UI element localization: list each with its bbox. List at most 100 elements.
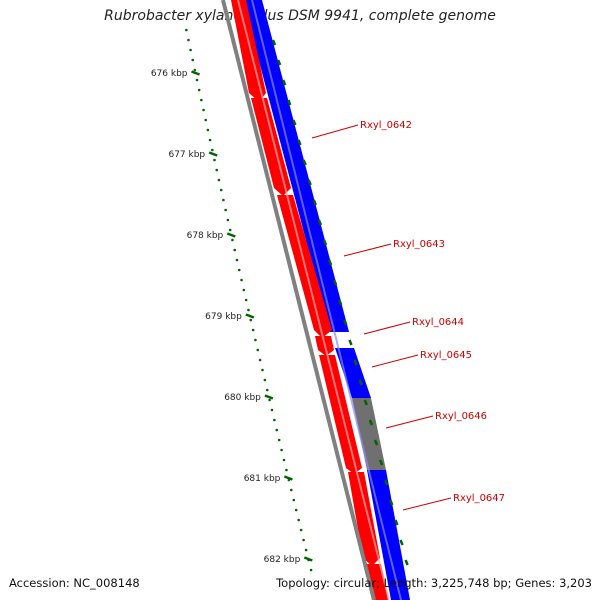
gene-label-connectors: Rxyl_0642 Rxyl_0643 Rxyl_0644 Rxyl_0645 Rxyl… [311,120,505,511]
ruler-dot [189,48,192,52]
ruler-dot [282,458,286,462]
outer-track-mark [378,459,384,466]
ruler-dot [280,448,283,452]
outer-track-mark [404,559,409,566]
ruler-dot [249,318,253,322]
outer-track-mark [327,259,333,266]
ruler-dot [215,168,219,172]
ruler-dot [193,68,197,72]
reverse-strand-gene[interactable] [243,0,349,332]
outer-track-mark [282,79,287,86]
ruler-dot [204,118,208,122]
outer-track-mark [302,159,307,166]
ruler-dot [210,148,214,152]
ruler-tick-label: 680 kbp [224,393,261,403]
gene-label[interactable]: Rxyl_0642 [360,120,412,131]
ruler-tick [245,313,255,319]
ruler-tick-label: 676 kbp [151,69,188,79]
ruler-dot [197,88,201,92]
accession-label: Accession: NC_008148 [9,576,140,590]
ruler-dot [270,408,274,412]
ruler-dot [233,248,236,252]
gene-label[interactable]: Rxyl_0645 [420,350,472,361]
ruler-dot [231,238,234,242]
gene-leader-line [311,124,359,139]
ruler-dot [235,258,239,262]
ruler-dot [261,368,264,372]
ruler-tick [283,475,293,481]
ruler-tick-label: 678 kbp [187,231,224,241]
outer-track-mark [358,379,363,386]
ruler-dot [309,568,313,572]
forward-strand-gene[interactable] [319,355,362,474]
ruler-dot [237,268,241,272]
outer-track-mark [343,319,348,326]
ruler-dot [302,538,305,542]
ruler-dot [294,508,298,512]
ruler-dot [206,128,210,132]
ruler-dot [247,308,250,312]
gene-label[interactable]: Rxyl_0644 [412,317,464,328]
outer-track-mark [373,439,379,446]
outer-track-mark [333,279,338,286]
outer-track-mark [292,119,297,126]
ruler-dot [275,428,279,432]
ruler-dot [187,38,190,42]
ruler-dot [217,178,221,182]
outer-track-mark [394,519,399,526]
feature-track-group [231,0,410,600]
reverse-strand-gene[interactable] [335,348,371,398]
ruler-dot [254,338,257,342]
ruler-tick-label: 682 kbp [264,555,301,565]
ruler-dot [244,298,248,302]
outer-track-mark [399,539,404,546]
ruler-dot [240,278,243,282]
ruler-dot [277,438,281,442]
outer-track-mark [271,39,277,46]
ruler-dot [195,78,199,82]
ruler-dot [268,398,271,402]
ruler-dot [263,378,267,382]
outer-track-mark [384,479,389,486]
ruler-dot [258,358,262,362]
gene-leader-line [343,243,392,257]
outer-track-mark [276,59,282,66]
ruler-tick-label: 677 kbp [168,150,205,160]
ruler-dot [299,528,303,532]
ruler-tick [226,232,236,238]
ruler-tick-label: 681 kbp [244,474,281,484]
outer-track-mark [317,219,323,226]
outer-track-mark [348,339,353,346]
ruler-dot [200,98,203,102]
gene-label[interactable]: Rxyl_0646 [435,411,487,422]
gene-leader-line [385,415,434,429]
other-feature[interactable] [352,398,386,470]
forward-strand-highlight [237,0,390,600]
ruler-dot [256,348,260,352]
ruler-dot [226,218,230,222]
ruler-tick-label: 679 kbp [205,312,242,322]
gene-leader-line [371,354,419,368]
gene-label[interactable]: Rxyl_0643 [393,239,445,250]
ruler-dot [285,468,288,472]
ruler-dot [224,208,227,212]
ruler-dot [292,498,296,502]
ruler-tick [208,151,218,157]
ruler-dot [202,108,205,112]
gene-label[interactable]: Rxyl_0647 [453,493,505,504]
ruler-track: 676 kbp 677 kbp 678 kbp 679 kbp 680 kbp 681 k… [151,28,409,572]
outer-track-mark [363,399,368,406]
ruler-dot [228,228,232,232]
outer-track-mark [338,299,343,306]
gene-leader-line [363,321,411,335]
ruler-dot [222,198,225,202]
forward-strand-gene[interactable] [348,472,380,566]
outer-track-mark [322,239,328,246]
ruler-dot [213,158,216,162]
gene-leader-line [402,497,452,511]
map-title: Rubrobacter xylanophilus DSM 9941, compl… [104,8,496,24]
backbone-line [221,0,376,600]
reverse-strand-highlight [251,0,402,600]
